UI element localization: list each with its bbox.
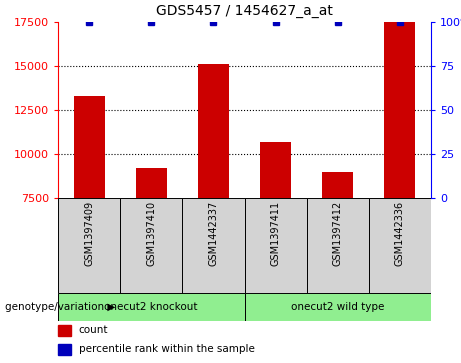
Bar: [384, 22, 415, 198]
Bar: [244, 293, 431, 321]
Bar: [120, 198, 183, 293]
Bar: [58, 293, 244, 321]
Text: GSM1442337: GSM1442337: [208, 201, 219, 266]
Bar: [198, 64, 229, 198]
Title: GDS5457 / 1454627_a_at: GDS5457 / 1454627_a_at: [156, 4, 333, 18]
Bar: [307, 198, 369, 293]
Text: onecut2 wild type: onecut2 wild type: [291, 302, 384, 312]
Text: percentile rank within the sample: percentile rank within the sample: [78, 344, 254, 354]
Bar: [74, 96, 105, 198]
Bar: [136, 168, 167, 198]
Bar: [58, 325, 71, 335]
Text: GSM1397410: GSM1397410: [146, 201, 156, 266]
Bar: [58, 344, 71, 355]
Text: GSM1397409: GSM1397409: [84, 201, 94, 266]
Bar: [244, 198, 307, 293]
Text: genotype/variation ▶: genotype/variation ▶: [5, 302, 115, 312]
Bar: [322, 172, 353, 198]
Text: count: count: [78, 325, 108, 335]
Text: onecut2 knockout: onecut2 knockout: [105, 302, 198, 312]
Bar: [369, 198, 431, 293]
Text: GSM1442336: GSM1442336: [395, 201, 405, 266]
Bar: [183, 198, 244, 293]
Bar: [58, 198, 120, 293]
Text: GSM1397412: GSM1397412: [333, 201, 343, 266]
Text: GSM1397411: GSM1397411: [271, 201, 281, 266]
Bar: [260, 142, 291, 198]
